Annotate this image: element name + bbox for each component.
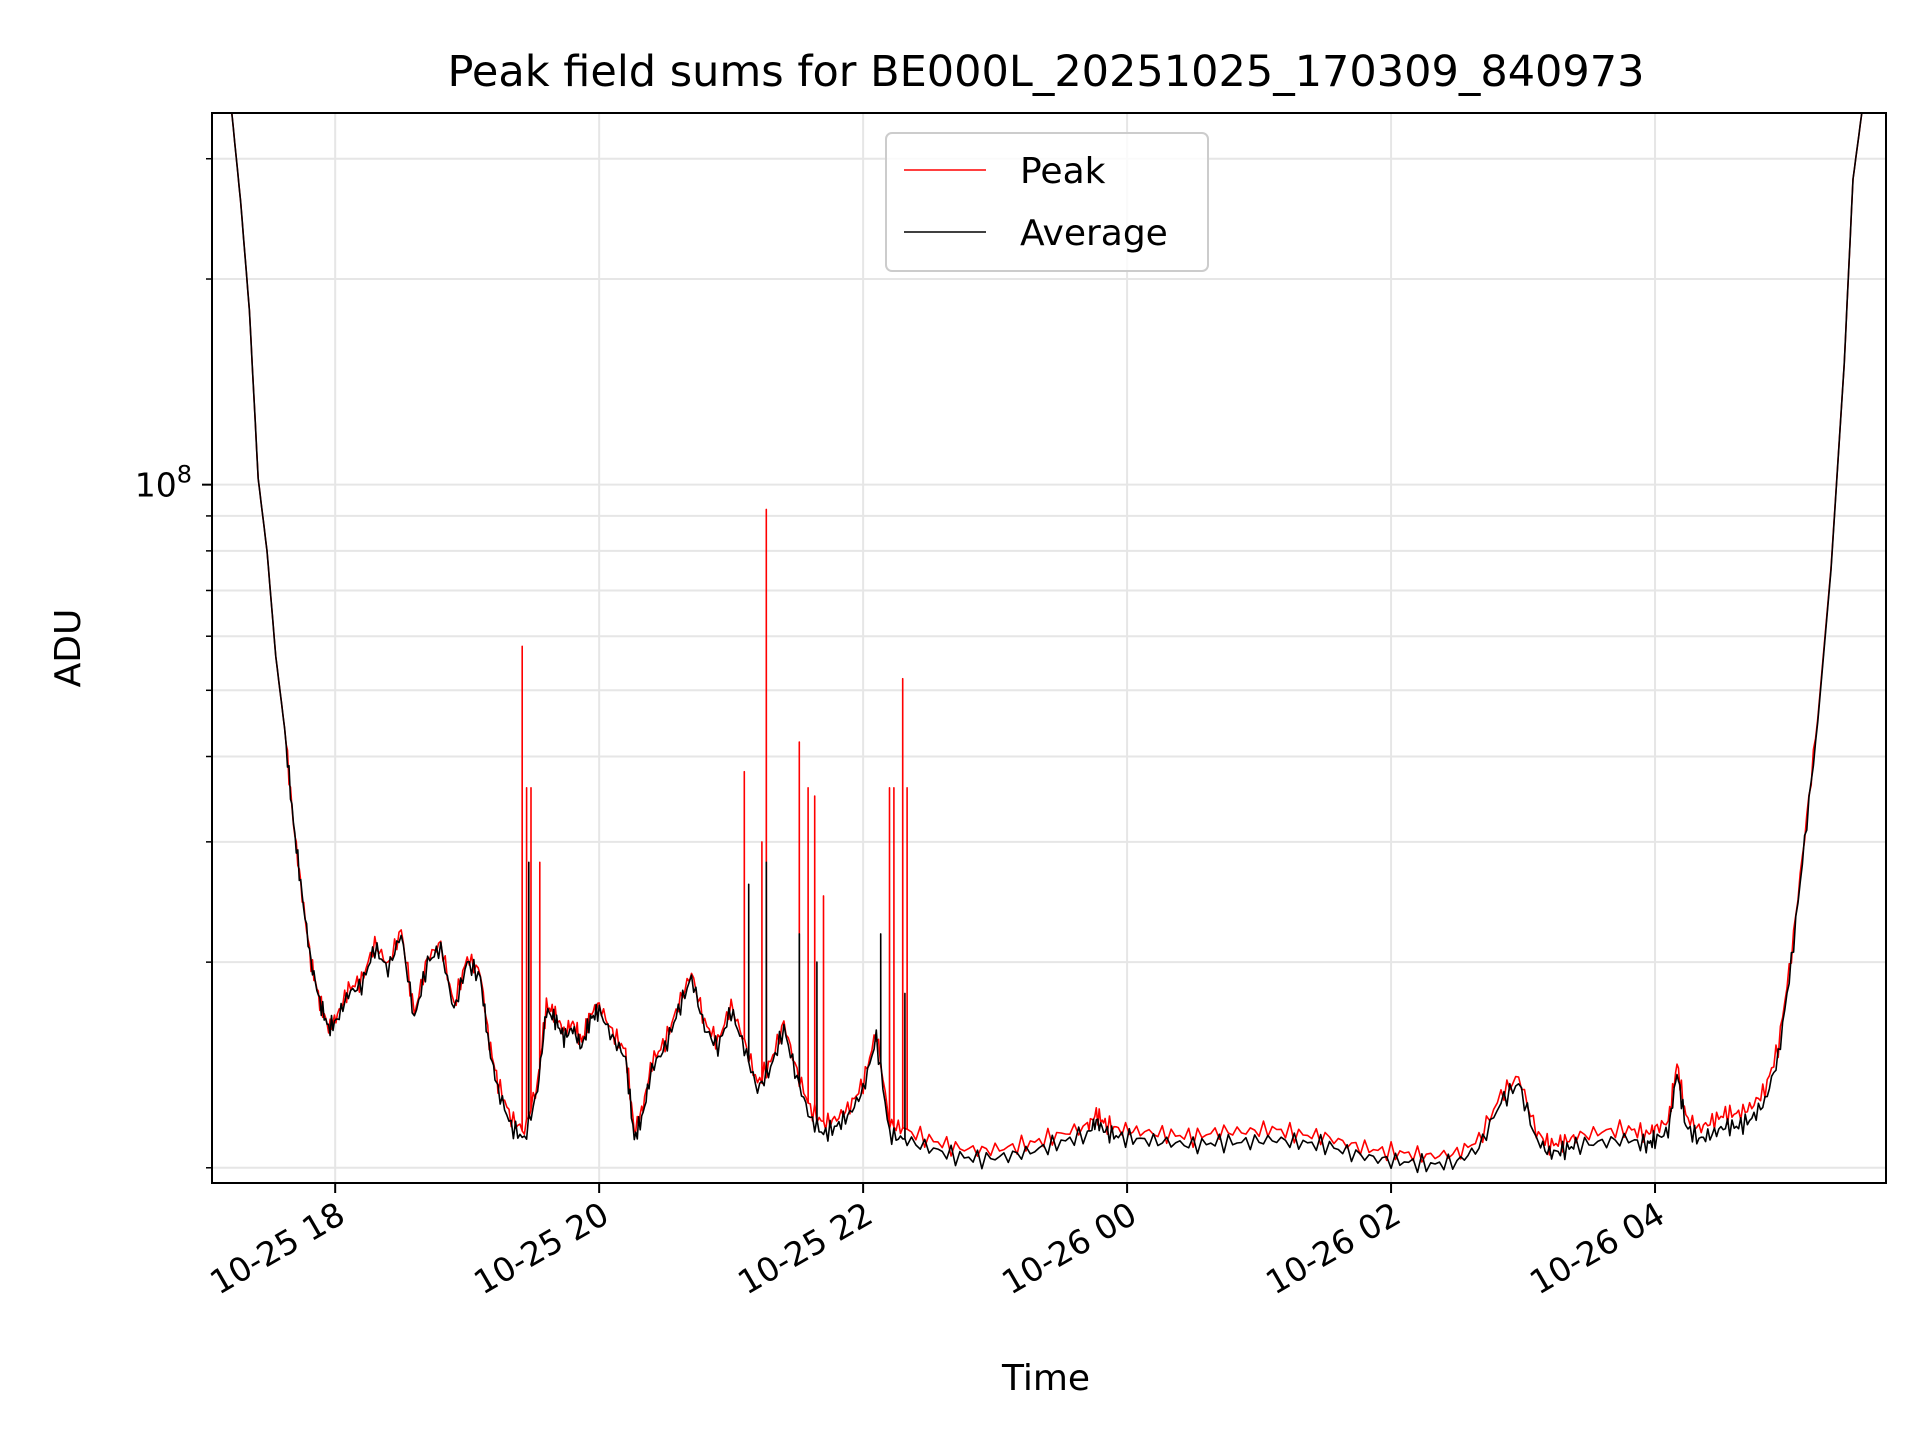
series-layer [231, 112, 1863, 1174]
legend: Peak Average [885, 132, 1209, 272]
x-axis-label: Time [1001, 1358, 1090, 1399]
y-axis-label: ADU [48, 609, 89, 688]
y-tick-base: 10 [135, 466, 177, 505]
legend-label-peak: Peak [1020, 151, 1106, 192]
plot-frame [211, 112, 1887, 1184]
chart-title: Peak field sums for BE000L_20251025_1703… [448, 47, 1645, 97]
y-tick-label: 108 [135, 461, 192, 505]
y-ticks: 108 [135, 157, 212, 1169]
legend-box [885, 132, 1209, 272]
series-line-average [231, 112, 1863, 1174]
y-tick-exponent: 8 [177, 461, 192, 489]
legend-label-average: Average [1020, 213, 1168, 254]
